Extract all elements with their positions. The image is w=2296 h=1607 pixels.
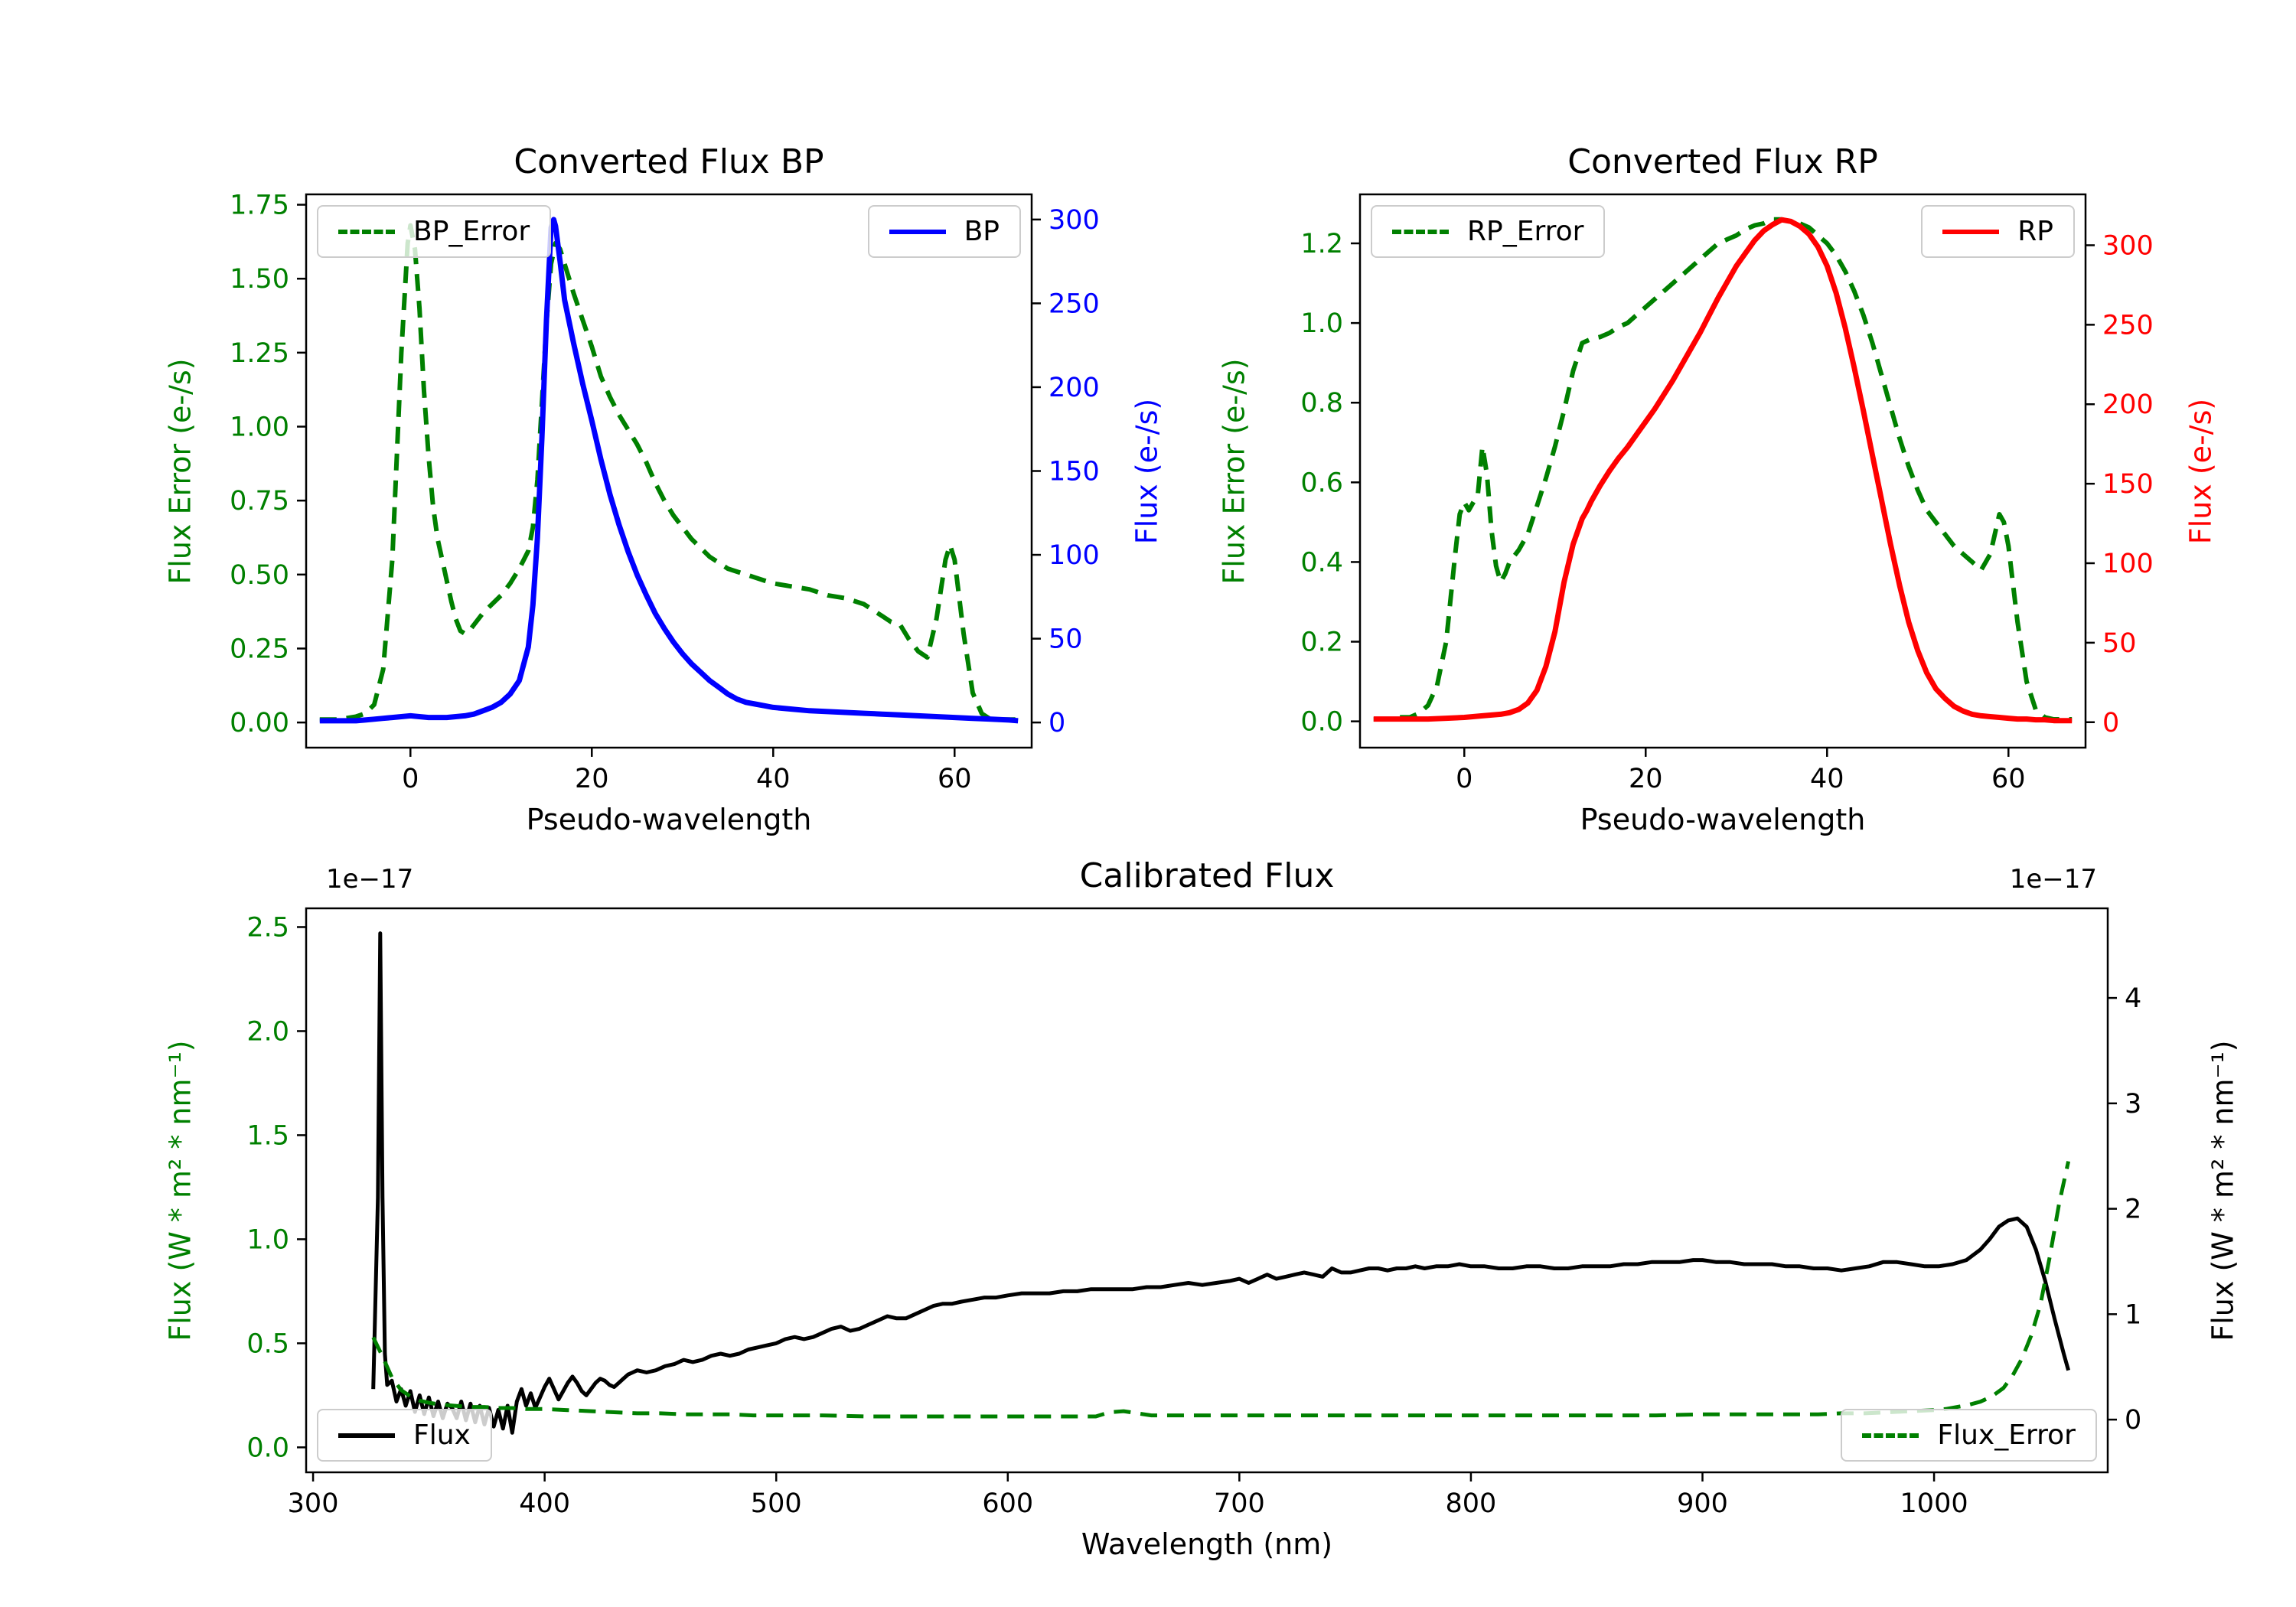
legend-label: Flux bbox=[413, 1420, 471, 1451]
svg-text:0: 0 bbox=[2125, 1405, 2141, 1436]
svg-text:3: 3 bbox=[2125, 1089, 2141, 1120]
flux-line-sample bbox=[338, 1433, 395, 1438]
svg-text:1.0: 1.0 bbox=[246, 1224, 289, 1255]
svg-text:1.75: 1.75 bbox=[230, 191, 289, 221]
svg-text:1000: 1000 bbox=[1900, 1488, 1968, 1519]
svg-text:2: 2 bbox=[2125, 1195, 2141, 1225]
chart-title: Converted Flux RP bbox=[1567, 142, 1878, 181]
legend-flux: Flux bbox=[317, 1409, 492, 1462]
svg-text:150: 150 bbox=[2102, 469, 2154, 500]
chart-title: Calibrated Flux bbox=[1079, 856, 1335, 895]
svg-text:100: 100 bbox=[2102, 549, 2154, 579]
svg-text:1.2: 1.2 bbox=[1300, 229, 1343, 259]
svg-text:0: 0 bbox=[1456, 764, 1473, 794]
svg-text:1.0: 1.0 bbox=[1300, 308, 1343, 339]
svg-text:20: 20 bbox=[575, 764, 609, 794]
svg-text:20: 20 bbox=[1629, 764, 1663, 794]
svg-text:250: 250 bbox=[2102, 310, 2154, 341]
svg-text:700: 700 bbox=[1214, 1488, 1265, 1519]
chart-title: Converted Flux BP bbox=[514, 142, 824, 181]
svg-text:100: 100 bbox=[1049, 540, 1100, 571]
legend-rp: RP bbox=[1921, 205, 2075, 258]
right-axis-offset-text: 1e−17 bbox=[2009, 864, 2097, 895]
svg-text:0.6: 0.6 bbox=[1300, 468, 1343, 498]
svg-text:300: 300 bbox=[1049, 205, 1100, 236]
svg-text:60: 60 bbox=[938, 764, 972, 794]
svg-text:200: 200 bbox=[1049, 373, 1100, 403]
svg-text:40: 40 bbox=[1810, 764, 1844, 794]
svg-text:0: 0 bbox=[402, 764, 419, 794]
svg-text:150: 150 bbox=[1049, 457, 1100, 487]
svg-text:300: 300 bbox=[288, 1488, 339, 1519]
bp-line-sample bbox=[889, 229, 946, 234]
legend-bp-error: BP_Error bbox=[317, 205, 552, 258]
bp-error-line-sample bbox=[338, 229, 395, 234]
y-axis-label-right: Flux (W * m² * nm⁻¹) bbox=[2206, 1039, 2239, 1341]
svg-text:0.00: 0.00 bbox=[230, 708, 289, 738]
svg-text:1: 1 bbox=[2125, 1299, 2141, 1330]
svg-text:60: 60 bbox=[1991, 764, 2026, 794]
svg-text:50: 50 bbox=[2102, 628, 2137, 659]
svg-text:2.0: 2.0 bbox=[246, 1016, 289, 1047]
svg-text:0.2: 0.2 bbox=[1300, 627, 1343, 658]
svg-text:0.50: 0.50 bbox=[230, 560, 289, 591]
svg-text:4: 4 bbox=[2125, 983, 2141, 1014]
svg-text:600: 600 bbox=[982, 1488, 1033, 1519]
flux-error-line-sample bbox=[1862, 1433, 1919, 1438]
svg-text:0.8: 0.8 bbox=[1300, 388, 1343, 419]
svg-text:250: 250 bbox=[1049, 288, 1100, 319]
legend-label: Flux_Error bbox=[1937, 1420, 2076, 1451]
svg-text:0.75: 0.75 bbox=[230, 486, 289, 517]
svg-text:0.0: 0.0 bbox=[1300, 707, 1343, 738]
rp-error-line-sample bbox=[1392, 229, 1449, 234]
x-axis-label: Wavelength (nm) bbox=[1081, 1527, 1333, 1561]
svg-text:900: 900 bbox=[1677, 1488, 1728, 1519]
svg-text:0: 0 bbox=[2102, 708, 2119, 738]
svg-text:200: 200 bbox=[2102, 390, 2154, 420]
svg-text:1.25: 1.25 bbox=[230, 338, 289, 369]
svg-text:400: 400 bbox=[519, 1488, 570, 1519]
svg-text:40: 40 bbox=[756, 764, 791, 794]
legend-flux-error: Flux_Error bbox=[1841, 1409, 2097, 1462]
svg-text:1.5: 1.5 bbox=[246, 1120, 289, 1151]
x-axis-label: Pseudo-wavelength bbox=[1580, 803, 1866, 836]
svg-text:1.50: 1.50 bbox=[230, 264, 289, 295]
svg-text:500: 500 bbox=[751, 1488, 802, 1519]
legend-label: RP_Error bbox=[1467, 216, 1584, 247]
svg-text:300: 300 bbox=[2102, 230, 2154, 261]
svg-text:2.5: 2.5 bbox=[246, 912, 289, 943]
svg-text:0.0: 0.0 bbox=[246, 1433, 289, 1463]
svg-text:800: 800 bbox=[1446, 1488, 1497, 1519]
legend-label: RP bbox=[2017, 216, 2053, 247]
legend-label: BP_Error bbox=[413, 216, 530, 247]
svg-text:0.4: 0.4 bbox=[1300, 547, 1343, 578]
svg-text:0: 0 bbox=[1049, 708, 1065, 738]
svg-text:1.00: 1.00 bbox=[230, 412, 289, 443]
rp-line-sample bbox=[1942, 229, 2000, 234]
x-axis-label: Pseudo-wavelength bbox=[526, 803, 812, 836]
svg-text:0.5: 0.5 bbox=[246, 1328, 289, 1359]
svg-text:50: 50 bbox=[1049, 624, 1083, 655]
left-axis-offset-text: 1e−17 bbox=[326, 864, 414, 895]
legend-label: BP bbox=[964, 216, 1000, 247]
legend-bp: BP bbox=[867, 205, 1021, 258]
svg-text:0.25: 0.25 bbox=[230, 634, 289, 664]
y-axis-label-left: Flux (W * m² * nm⁻¹) bbox=[163, 1039, 197, 1341]
legend-rp-error: RP_Error bbox=[1371, 205, 1606, 258]
